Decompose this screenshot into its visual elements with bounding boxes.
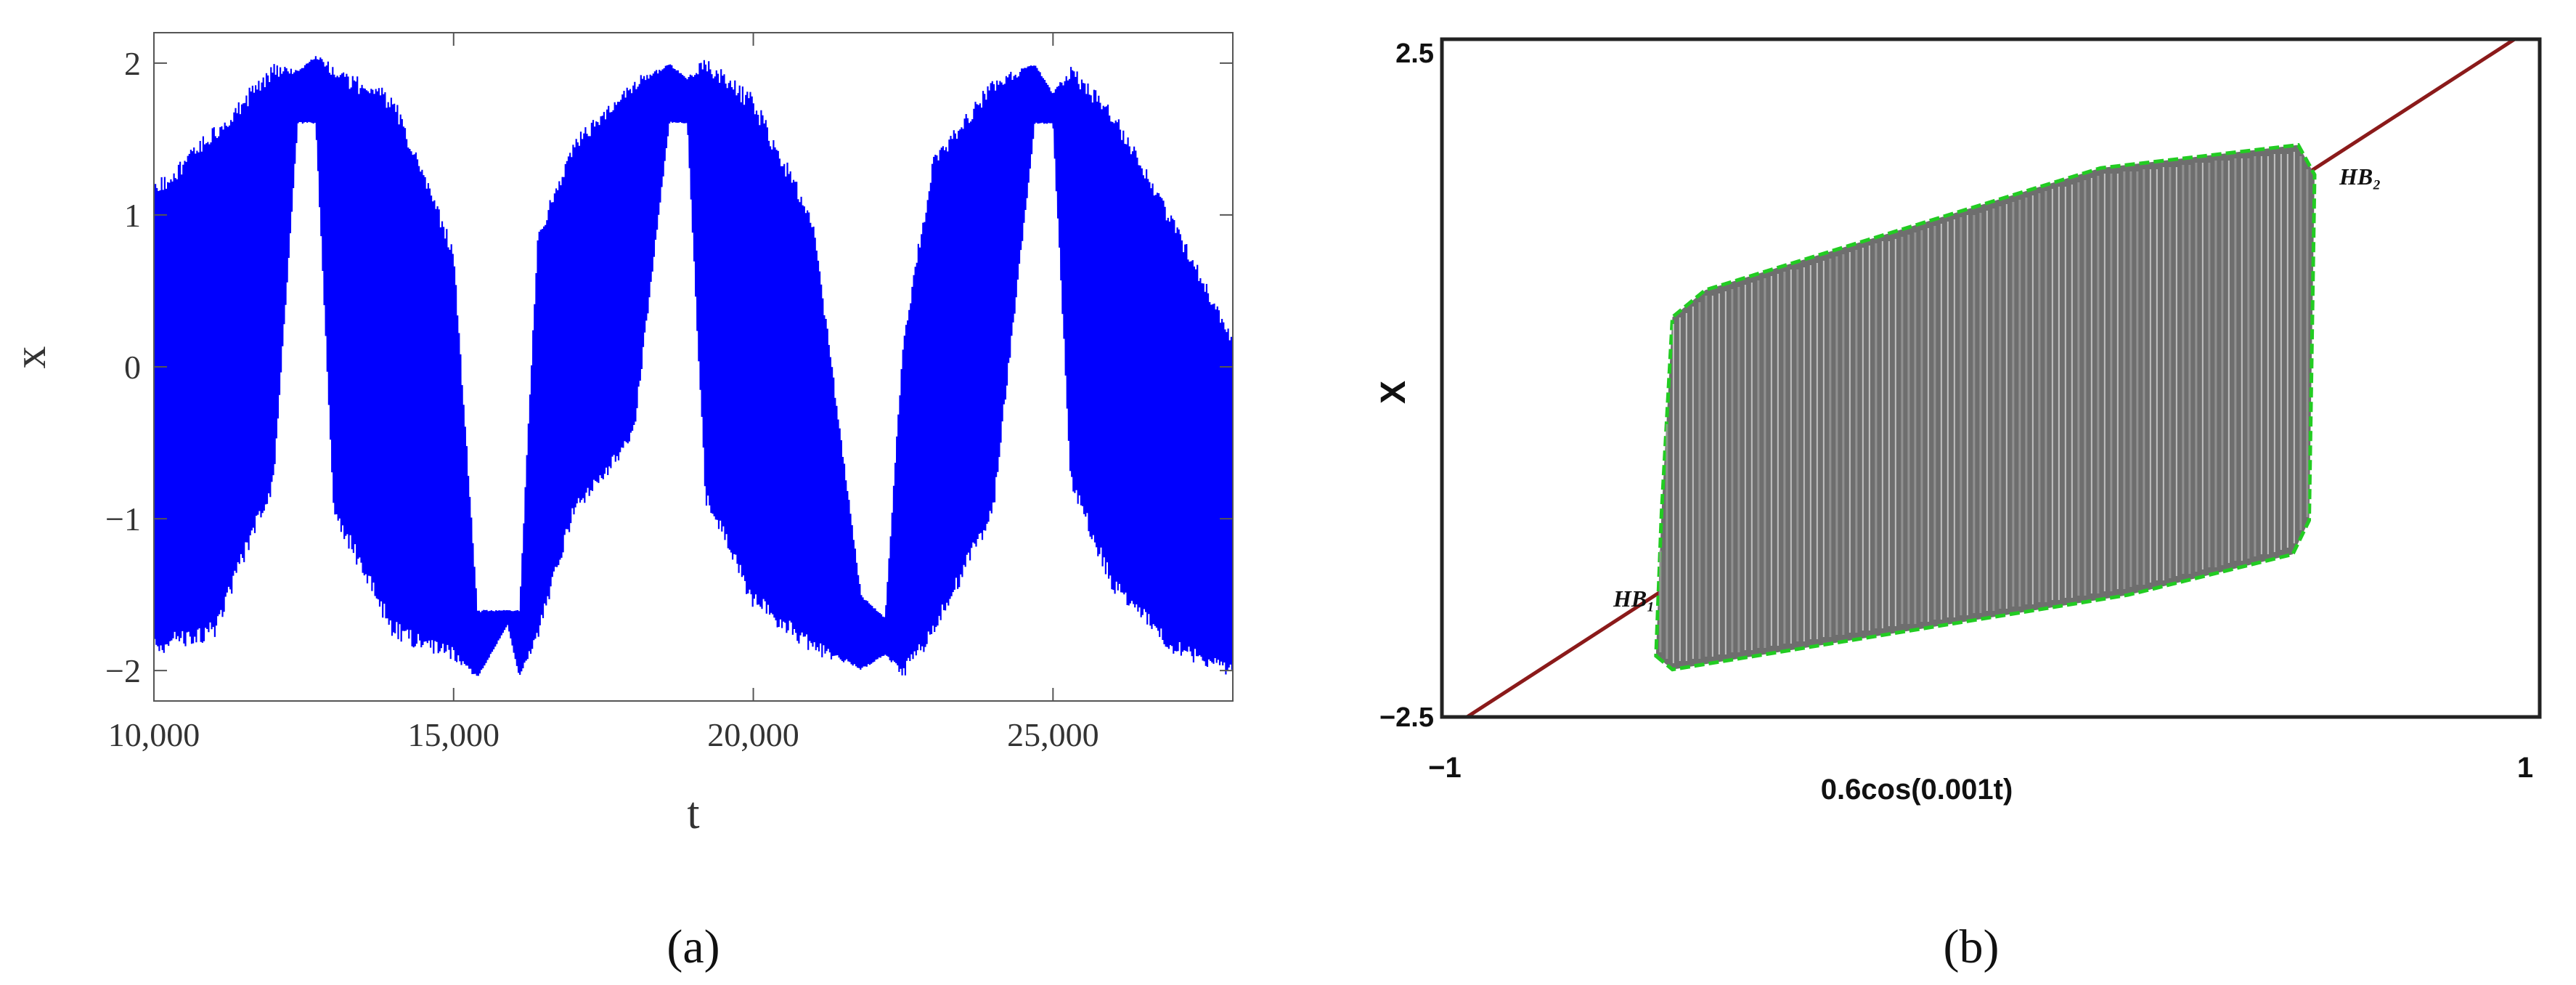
- chart-b-ylabel: X: [1374, 381, 1413, 404]
- panel-label-a: (a): [667, 920, 720, 973]
- chart-a-xlabel: t: [687, 789, 699, 838]
- chart-b-ytick-top: 2.5: [1395, 38, 1434, 69]
- chart-a-xtick-label: 20,000: [707, 716, 799, 753]
- chart-a-yticks: −2 −1 0 1 2: [105, 45, 1233, 689]
- chart-a-xtick-label: 15,000: [408, 716, 500, 753]
- chart-b: 2.5 −2.5 −1 1 X 0.6cos(0.001t) HB₁ HB₂ (…: [1374, 37, 2542, 973]
- chart-a-series-line: [154, 56, 1233, 676]
- chart-a-ylabel: x: [6, 346, 55, 369]
- chart-a-series: [154, 56, 1233, 676]
- chart-b-annotation-hb1: HB₁: [1613, 585, 1655, 612]
- chart-a-ytick-label: −1: [105, 500, 141, 538]
- chart-b-annotation-hb2: HB₂: [2339, 163, 2381, 190]
- chart-a-ytick-label: 2: [124, 45, 141, 82]
- chart-b-striations: [1659, 152, 2309, 663]
- chart-b-frame: [1440, 37, 2542, 719]
- chart-a-xticks: 10,000 15,000 20,000 25,000: [108, 33, 1099, 753]
- panel-label-b: (b): [1944, 920, 2000, 973]
- chart-b-xtick-right: 1: [2517, 752, 2533, 784]
- chart-b-xtick-left: −1: [1428, 752, 1462, 784]
- chart-a-ytick-label: −2: [105, 652, 141, 689]
- chart-b-xlabel: 0.6cos(0.001t): [1821, 774, 2013, 806]
- chart-b-ytick-bottom: −2.5: [1379, 702, 1434, 733]
- chart-a-ytick-label: 1: [124, 197, 141, 234]
- chart-a: −2 −1 0 1 2 10,000 15,000 20,000 25,000 x t (a): [6, 32, 1234, 973]
- chart-a-ytick-label: 0: [124, 349, 141, 386]
- chart-a-xtick-label: 25,000: [1007, 716, 1099, 753]
- chart-a-xtick-label: 10,000: [108, 716, 200, 753]
